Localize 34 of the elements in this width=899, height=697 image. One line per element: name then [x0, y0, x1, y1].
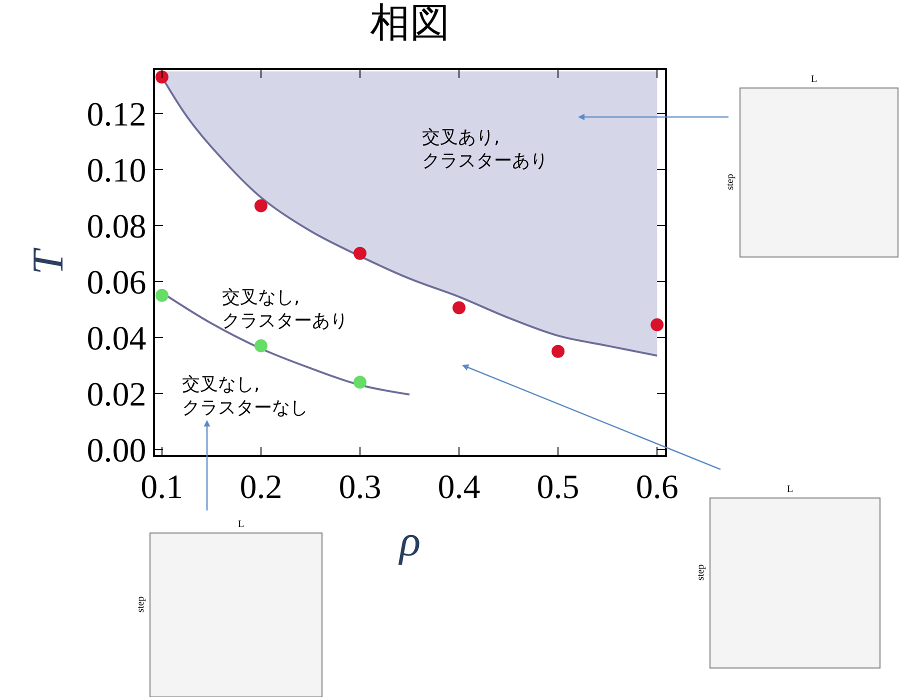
- y-tick-label: 0.00: [86, 432, 146, 470]
- point: [254, 199, 268, 212]
- y-tick-label: 0.12: [86, 96, 146, 134]
- x-tick-label: 0.6: [636, 468, 678, 506]
- text: step: [136, 596, 146, 612]
- annotation: 交叉あり, クラスターあり: [422, 127, 548, 172]
- text: L: [787, 484, 794, 495]
- x-tick-label: 0.3: [338, 468, 382, 506]
- point: [452, 301, 466, 314]
- annotation: 交叉なし, クラスターなし: [182, 374, 308, 418]
- y-tick-label: 0.10: [86, 152, 146, 190]
- y-tick-label: 0.08: [86, 208, 146, 246]
- point: [254, 339, 268, 352]
- x-tick-label: 0.4: [438, 468, 480, 506]
- x-tick-label: 0.5: [536, 468, 580, 506]
- text: L: [238, 519, 244, 530]
- text: L: [811, 74, 818, 85]
- x-axis-title: ρ: [397, 516, 421, 566]
- x-tick-label: 0.2: [240, 468, 282, 506]
- annotation: 交叉なし, クラスターあり: [222, 287, 348, 332]
- chart-title: 相図: [370, 0, 450, 46]
- point: [353, 376, 366, 389]
- x-tick-label: 0.1: [140, 468, 184, 506]
- point: [650, 318, 664, 332]
- point: [155, 70, 168, 84]
- y-tick-label: 0.02: [86, 376, 146, 414]
- text: step: [696, 564, 706, 580]
- point: [552, 344, 565, 358]
- y-tick-label: 0.04: [86, 320, 146, 358]
- point: [353, 246, 366, 260]
- y-tick-label: 0.06: [86, 264, 146, 302]
- y-axis-title: T: [23, 246, 72, 275]
- point: [155, 288, 168, 302]
- text: step: [725, 174, 736, 190]
